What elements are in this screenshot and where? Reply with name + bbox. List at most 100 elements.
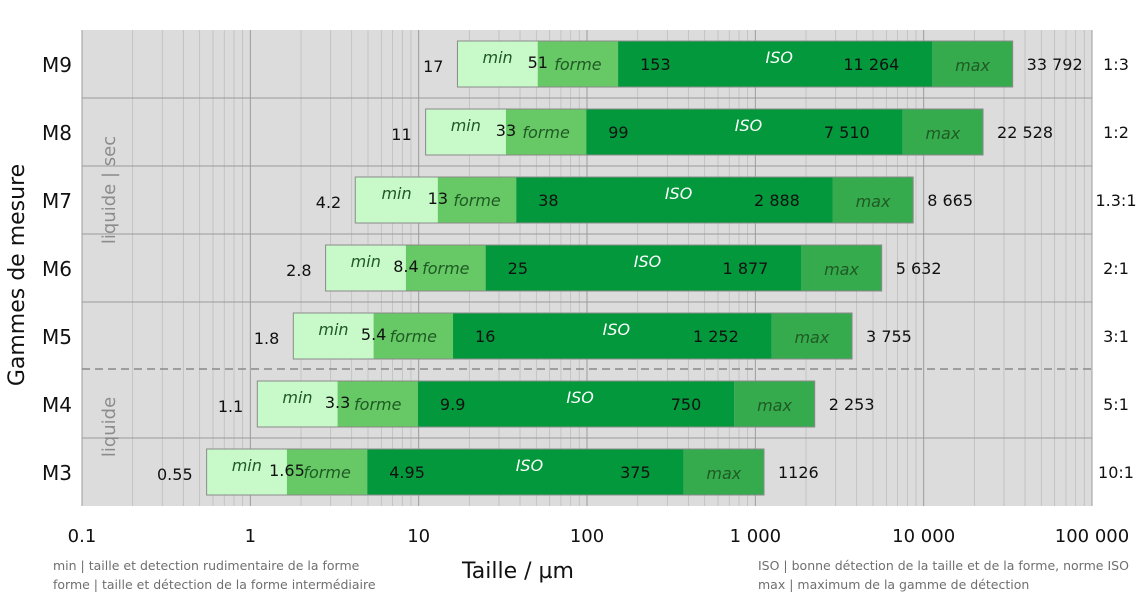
value-label-max: 33 792: [1027, 55, 1083, 74]
segment-max: [902, 109, 984, 155]
x-axis-title: Taille / µm: [462, 559, 574, 584]
range-m6: min forme ISO max 2.8 8.4 25 1 877 5 632: [286, 244, 942, 292]
row-labels: M9 M8 M7 M6 M5 M4 M3: [42, 53, 72, 485]
value-label-min: 11: [391, 125, 411, 144]
value-label-iso-end: 11 264: [843, 55, 899, 74]
ratio-label: 1:3: [1103, 55, 1129, 74]
value-label-max: 8 665: [927, 191, 973, 210]
value-label-iso-start: 153: [640, 55, 671, 74]
segment-label-ISO: ISO: [765, 48, 792, 67]
range-m8: min forme ISO max 11 33 99 7 510 22 528: [391, 108, 1053, 156]
ratio-label: 1:2: [1103, 123, 1129, 142]
segment-label-max: max: [757, 396, 792, 415]
range-bars: min forme ISO max 17 51 153 11 264 33 792 min form…: [157, 40, 1083, 496]
value-label-forme: 8.4: [393, 257, 418, 276]
segment-ISO: [586, 109, 903, 155]
segment-min: [257, 381, 338, 427]
value-label-iso-end: 2 888: [754, 191, 800, 210]
segment-label-max: max: [794, 328, 829, 347]
segment-ISO: [618, 41, 933, 87]
segment-ISO: [417, 381, 735, 427]
segment-label-max: max: [955, 56, 990, 75]
value-label-forme: 51: [528, 53, 548, 72]
value-label-forme: 1.65: [269, 461, 305, 480]
segment-min: [425, 109, 506, 155]
ratio-label: 10:1: [1098, 463, 1134, 482]
row-label: M3: [42, 461, 72, 485]
segment-max: [801, 245, 882, 291]
value-label-max: 3 755: [866, 327, 912, 346]
value-label-forme: 3.3: [325, 393, 350, 412]
row-label: M5: [42, 325, 72, 349]
segment-label-min: min: [451, 116, 481, 135]
row-label: M8: [42, 121, 72, 145]
ratio-label: 2:1: [1103, 259, 1129, 278]
value-label-iso-start: 16: [475, 327, 495, 346]
value-label-iso-end: 375: [620, 463, 651, 482]
legend-note-forme: forme | taille et détection de la forme …: [53, 577, 376, 592]
value-label-forme: 13: [428, 189, 448, 208]
segment-forme: [437, 177, 517, 223]
x-tick-label: 0.1: [68, 526, 97, 547]
segment-forme: [286, 449, 368, 495]
value-label-iso-start: 9.9: [440, 395, 465, 414]
x-tick-label: 100 000: [1055, 526, 1129, 547]
ratio-label: 1.3:1: [1095, 191, 1136, 210]
bar-outline: [256, 380, 816, 428]
segment-ISO: [485, 245, 802, 291]
x-tick-label: 100: [570, 526, 604, 547]
x-tick-label: 10 000: [892, 526, 955, 547]
segment-min: [325, 245, 406, 291]
x-tick-label: 1 000: [730, 526, 782, 547]
segment-min: [206, 449, 287, 495]
segment-label-min: min: [282, 388, 312, 407]
range-m4: min forme ISO max 1.1 3.3 9.9 750 2 253: [218, 380, 875, 428]
x-tick-labels: 0.1 1 10 100 1 000 10 000 100 000: [68, 526, 1130, 547]
segment-forme: [505, 109, 587, 155]
segment-label-ISO: ISO: [566, 388, 593, 407]
segment-label-forme: forme: [390, 327, 438, 346]
group-label-liquide-sec: liquide | sec: [99, 136, 120, 244]
value-label-max: 2 253: [829, 395, 875, 414]
value-label-min: 2.8: [286, 261, 311, 280]
ratio-label: 3:1: [1103, 327, 1129, 346]
value-label-iso-end: 1 877: [723, 259, 769, 278]
y-axis-title: Gammes de mesure: [5, 164, 30, 386]
legend-note-min: min | taille et detection rudimentaire d…: [53, 558, 360, 573]
value-label-max: 1126: [778, 463, 819, 482]
bar-outline: [206, 448, 765, 496]
segment-max: [683, 449, 765, 495]
segment-label-forme: forme: [554, 55, 602, 74]
value-label-iso-end: 7 510: [824, 123, 870, 142]
segment-label-max: max: [706, 464, 741, 483]
segment-label-forme: forme: [354, 395, 402, 414]
segment-min: [355, 177, 438, 223]
x-tick-label: 1: [245, 526, 256, 547]
segment-label-forme: forme: [422, 259, 470, 278]
value-label-iso-start: 25: [508, 259, 528, 278]
segment-label-max: max: [925, 124, 960, 143]
segment-min: [293, 313, 374, 359]
value-label-forme: 33: [496, 121, 516, 140]
segment-ISO: [367, 449, 684, 495]
segment-max: [932, 41, 1013, 87]
legend-note-max: max | maximum de la gamme de détection: [758, 577, 1030, 592]
value-label-min: 4.2: [316, 193, 341, 212]
segment-label-forme: forme: [303, 463, 351, 482]
row-label: M9: [42, 53, 72, 77]
value-label-min: 1.1: [218, 397, 243, 416]
segment-forme: [373, 313, 454, 359]
segment-label-forme: forme: [453, 191, 501, 210]
bar-outline: [456, 40, 1014, 88]
segment-label-max: max: [856, 192, 891, 211]
bar-outline: [325, 244, 883, 292]
value-label-iso-end: 750: [671, 395, 702, 414]
segment-forme: [337, 381, 418, 427]
segment-label-ISO: ISO: [634, 252, 661, 271]
range-m5: min forme ISO max 1.8 5.4 16 1 252 3 755: [254, 312, 912, 360]
segment-forme: [537, 41, 619, 87]
segment-label-min: min: [318, 320, 348, 339]
range-m9: min forme ISO max 17 51 153 11 264 33 792: [423, 40, 1083, 88]
segment-label-forme: forme: [522, 123, 570, 142]
